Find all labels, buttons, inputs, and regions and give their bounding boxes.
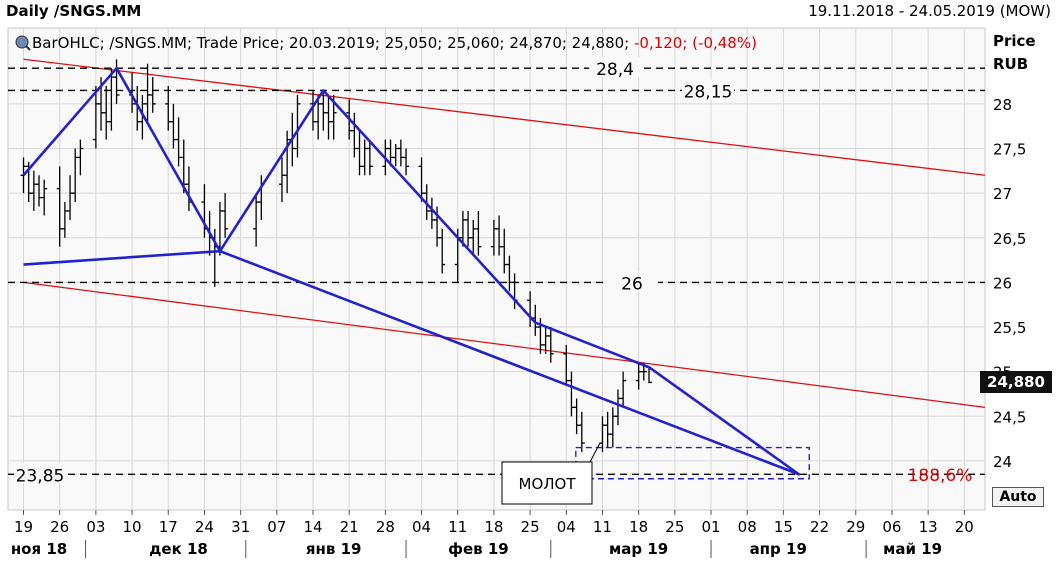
x-tick-label: 04 — [412, 518, 431, 536]
x-tick-label: 17 — [159, 518, 178, 536]
x-tick-label: 01 — [701, 518, 720, 536]
x-tick-label: 29 — [846, 518, 865, 536]
x-tick-label: 20 — [955, 518, 974, 536]
x-tick-label: 14 — [303, 518, 322, 536]
x-tick-label: 24 — [195, 518, 214, 536]
chart-title: Daily /SNGS.MM — [6, 2, 142, 20]
fib-percent-label: 188,6% — [908, 466, 973, 486]
ohlc-bar — [439, 228, 446, 274]
x-tick-label: 31 — [231, 518, 250, 536]
ohlc-bar — [77, 139, 84, 176]
x-tick-label: 11 — [593, 518, 612, 536]
plot-area — [7, 27, 986, 511]
y-tick-label: 26 — [993, 274, 1012, 292]
y-tick-label: 27,5 — [993, 141, 1026, 159]
ohlc-bar — [547, 327, 554, 363]
x-tick-label: 13 — [919, 518, 938, 536]
x-tick-label: 22 — [810, 518, 829, 536]
y-tick-label: 24 — [993, 453, 1012, 471]
ohlc-bar — [475, 210, 482, 256]
y-tick-label: 25,5 — [993, 319, 1026, 337]
x-month-label: мар 19 — [609, 540, 668, 558]
x-month-label: апр 19 — [750, 540, 807, 558]
y-tick-label: 28 — [993, 96, 1012, 114]
ohlc-bar — [113, 59, 120, 104]
x-tick-label: 18 — [484, 518, 503, 536]
ohlc-bar — [149, 77, 156, 113]
x-month-label: ноя 18 — [11, 540, 67, 558]
level-28-4-label-bg — [589, 57, 641, 78]
y-axis-title: Price — [993, 32, 1036, 50]
date-range: 19.11.2018 - 24.05.2019 (MOW) — [808, 2, 1051, 20]
level-28-15-label: 28,15 — [684, 82, 733, 102]
y-axis-unit: RUB — [993, 55, 1028, 73]
x-tick-label: 11 — [448, 518, 467, 536]
y-tick-label: 27 — [993, 185, 1012, 203]
x-tick-label: 15 — [774, 518, 793, 536]
x-tick-label: 06 — [882, 518, 901, 536]
x-tick-label: 07 — [267, 518, 286, 536]
legend-change: -0,120; (-0,48%) — [634, 34, 757, 52]
x-month-label: янв 19 — [306, 540, 362, 558]
legend-magnifier-handle — [25, 45, 31, 51]
ohlc-bar — [294, 94, 301, 158]
level-26-label: 26 — [621, 274, 643, 294]
x-tick-label: 21 — [340, 518, 359, 536]
molot-pointer — [589, 442, 601, 463]
last-price-tag: 24,880 — [980, 371, 1052, 393]
level-28-4-label: 28,4 — [596, 60, 634, 80]
x-month-label: дек 18 — [149, 540, 208, 558]
x-tick-label: 25 — [521, 518, 540, 536]
ohlc-bar — [366, 139, 373, 176]
level-28-15-label-bg — [682, 79, 734, 100]
legend-magnifier-icon — [15, 35, 29, 49]
ohlc-bar — [620, 371, 627, 408]
x-tick-label: 08 — [738, 518, 757, 536]
ohlc-bar — [222, 193, 229, 238]
x-tick-label: 10 — [123, 518, 142, 536]
x-tick-label: 28 — [376, 518, 395, 536]
channel-line — [23, 58, 986, 176]
y-tick-label: 24,5 — [993, 408, 1026, 426]
x-tick-label: 19 — [14, 518, 33, 536]
x-tick-label: 26 — [50, 518, 69, 536]
level-23-85-label-bg — [14, 463, 66, 484]
x-tick-label: 25 — [665, 518, 684, 536]
x-month-label: май 19 — [883, 540, 942, 558]
x-month-label: фев 19 — [448, 540, 509, 558]
x-tick-label: 18 — [629, 518, 648, 536]
x-tick-label: 03 — [86, 518, 105, 536]
ohlc-bar — [41, 179, 48, 216]
x-tick-label: 04 — [557, 518, 576, 536]
molot-label: МОЛОТ — [519, 475, 577, 493]
ohlc-bar — [578, 411, 585, 452]
level-23-85-label: 23,85 — [16, 466, 65, 486]
ohlc-bar — [403, 148, 410, 176]
channel-line — [23, 281, 986, 408]
auto-scale-button[interactable]: Auto — [992, 487, 1044, 507]
molot-box — [501, 461, 593, 505]
y-tick-label: 26,5 — [993, 230, 1026, 248]
legend-ohlc-values: BarOHLC; /SNGS.MM; Trade Price; 20.03.20… — [32, 34, 634, 52]
pattern-line — [22, 66, 801, 476]
level-26-label-bg — [606, 271, 658, 292]
legend-text: BarOHLC; /SNGS.MM; Trade Price; 20.03.20… — [32, 34, 757, 52]
